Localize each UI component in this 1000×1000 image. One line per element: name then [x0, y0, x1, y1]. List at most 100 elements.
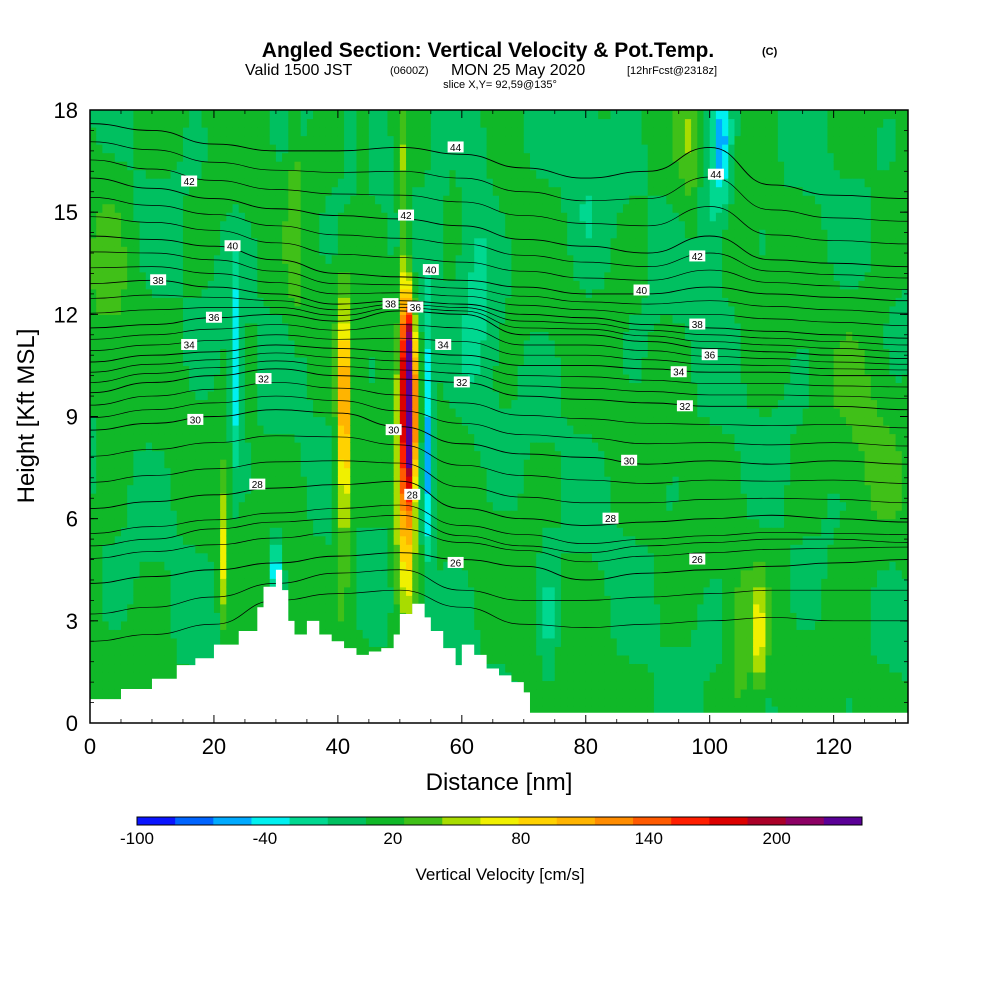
velocity-cell [511, 476, 519, 486]
velocity-cell [449, 433, 457, 443]
velocity-cell [399, 110, 407, 120]
velocity-cell [443, 569, 451, 579]
velocity-cell [486, 356, 494, 367]
velocity-cell [499, 561, 506, 571]
velocity-cell [375, 229, 382, 239]
velocity-cell [350, 237, 358, 247]
velocity-cell [164, 527, 172, 537]
velocity-cell [238, 518, 246, 528]
velocity-cell [269, 459, 277, 469]
velocity-cell [176, 135, 184, 145]
velocity-cell [207, 493, 215, 503]
velocity-cell [182, 263, 190, 273]
velocity-cell [269, 476, 277, 486]
velocity-cell [418, 118, 426, 128]
velocity-cell [201, 169, 209, 179]
velocity-cell [468, 144, 475, 154]
velocity-cell [499, 425, 506, 435]
velocity-cell [430, 271, 438, 281]
velocity-cell [120, 535, 128, 545]
velocity-cell [393, 220, 401, 230]
velocity-cell [424, 399, 432, 409]
velocity-cell [151, 527, 159, 537]
velocity-cell [412, 373, 420, 384]
velocity-cell [474, 459, 482, 469]
velocity-cell [114, 135, 122, 145]
velocity-cell [151, 178, 159, 188]
velocity-cell [244, 152, 252, 162]
velocity-cell [207, 195, 215, 205]
velocity-cell [207, 527, 215, 537]
velocity-cell [449, 305, 457, 315]
velocity-cell [294, 518, 302, 528]
velocity-cell [170, 390, 178, 401]
velocity-cell [368, 135, 376, 145]
velocity-cell [170, 288, 178, 298]
velocity-cell [362, 161, 370, 171]
velocity-cell [319, 297, 327, 307]
velocity-cell [375, 416, 382, 426]
velocity-cell [449, 169, 457, 179]
velocity-cell [195, 467, 203, 477]
velocity-cell [319, 263, 327, 273]
velocity-cell [499, 595, 506, 605]
velocity-cell [269, 237, 277, 247]
velocity-cell [244, 314, 252, 324]
velocity-cell [213, 135, 221, 145]
velocity-cell [145, 322, 153, 332]
velocity-cell [499, 527, 506, 537]
velocity-cell [505, 425, 512, 435]
velocity-cell [449, 518, 457, 528]
velocity-cell [170, 407, 178, 418]
velocity-cell [474, 195, 482, 205]
velocity-cell [90, 646, 97, 656]
velocity-cell [362, 305, 370, 315]
velocity-cell [120, 246, 128, 256]
velocity-cell [449, 493, 457, 503]
velocity-cell [350, 220, 358, 230]
velocity-cell [325, 493, 333, 503]
velocity-cell [151, 654, 159, 665]
velocity-cell [251, 595, 258, 605]
velocity-cell [213, 407, 221, 418]
velocity-cell [362, 195, 370, 205]
velocity-cell [195, 373, 203, 384]
velocity-cell [455, 578, 463, 588]
velocity-cell [213, 459, 221, 469]
velocity-cell [492, 501, 500, 511]
velocity-cell [344, 399, 351, 409]
velocity-cell [90, 663, 97, 673]
velocity-cell [399, 195, 407, 205]
velocity-cell [102, 331, 110, 341]
velocity-cell [120, 348, 128, 358]
velocity-cell [430, 595, 438, 605]
velocity-cell [275, 110, 283, 120]
velocity-cell [238, 493, 246, 503]
velocity-cell [393, 331, 401, 341]
velocity-cell [251, 297, 258, 307]
velocity-cell [337, 416, 345, 426]
velocity-cell [344, 365, 351, 375]
velocity-cell [474, 390, 482, 401]
velocity-cell [344, 348, 351, 358]
velocity-cell [368, 263, 376, 273]
velocity-cell [505, 263, 512, 273]
velocity-cell [375, 331, 382, 341]
velocity-cell [263, 339, 271, 349]
velocity-cell [96, 510, 103, 520]
velocity-cell [511, 663, 519, 673]
velocity-cell [164, 314, 172, 324]
velocity-cell [461, 535, 469, 545]
velocity-cell [226, 144, 234, 154]
velocity-cell [139, 390, 147, 401]
velocity-cell [399, 178, 407, 188]
velocity-cell [406, 399, 413, 409]
velocity-cell [114, 118, 122, 128]
velocity-cell [133, 578, 141, 588]
velocity-cell [486, 305, 494, 315]
velocity-cell [480, 305, 488, 315]
velocity-cell [176, 297, 184, 307]
velocity-cell [263, 212, 271, 222]
velocity-cell [412, 399, 420, 409]
velocity-cell [306, 348, 314, 358]
